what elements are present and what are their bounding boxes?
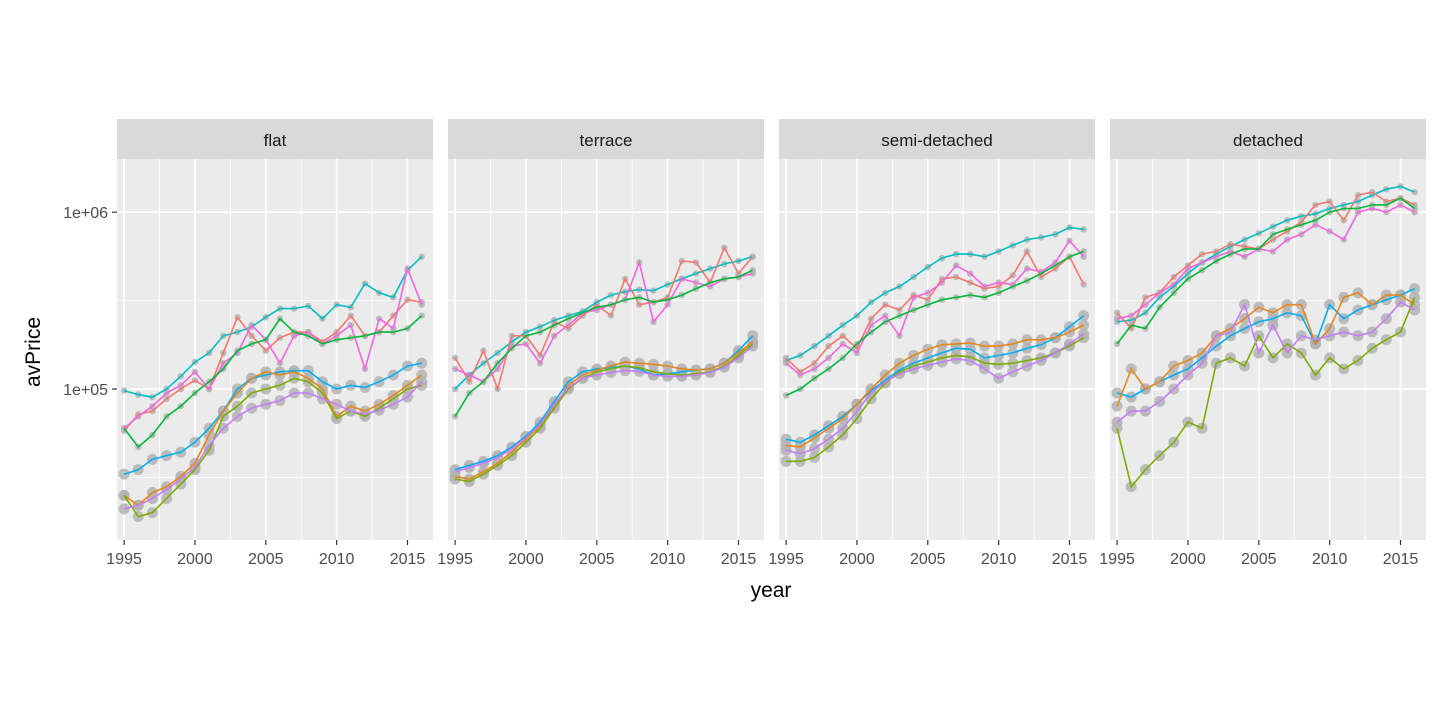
y-tick-label: 1e+06 [63, 205, 108, 222]
data-point-marker [118, 503, 130, 515]
facet-strip [117, 119, 433, 159]
series-line-2 [454, 245, 754, 392]
facet-strip-label: flat [264, 131, 287, 150]
data-point-marker [1080, 281, 1087, 288]
x-tick-label: 2005 [1241, 551, 1277, 568]
data-point-marker [1111, 387, 1123, 399]
x-tick-label: 1995 [106, 551, 142, 568]
series-line-3 [1116, 204, 1416, 320]
facet-strip-label: semi-detached [881, 131, 993, 150]
facet-strip [779, 119, 1095, 159]
series-line-6 [454, 341, 754, 480]
series-line-4 [454, 269, 754, 417]
series-line-4 [785, 250, 1084, 397]
series-line-1 [123, 256, 423, 398]
series-line-3 [785, 239, 1085, 376]
panel-background [448, 159, 764, 540]
data-point-marker [782, 392, 790, 399]
series-lines [454, 245, 754, 483]
x-tick-label: 2005 [579, 551, 615, 568]
panel-gridlines [1110, 159, 1426, 540]
series-line-2 [1116, 191, 1416, 330]
facet-panel-semi-detached: semi-detached 1995 2000 2005 2010 2015 [768, 119, 1095, 568]
y-tick-label: 1e+05 [63, 382, 108, 399]
x-tick-label: 2015 [1383, 551, 1419, 568]
x-axis-detached: 1995 2000 2005 2010 2015 [1099, 540, 1418, 568]
facet-strip-label: detached [1233, 131, 1303, 150]
series-lines [1116, 185, 1416, 489]
facet-strip [1110, 119, 1426, 159]
series-line-2 [785, 249, 1085, 373]
series-lines [123, 256, 423, 518]
y-axis: 1e+05 1e+06 [63, 205, 117, 399]
data-point-marker [118, 489, 130, 501]
x-tick-label: 2010 [1312, 551, 1348, 568]
data-point-marker [118, 468, 130, 480]
x-axis-terrace: 1995 2000 2005 2010 2015 [437, 540, 756, 568]
x-tick-label: 2010 [319, 551, 355, 568]
data-point-marker [780, 444, 792, 456]
series-line-4 [123, 315, 423, 449]
series-line-8 [454, 345, 754, 473]
series-line-1 [785, 226, 1084, 362]
facet-panel-terrace: terrace 1995 2000 2005 2010 2015 [437, 119, 764, 568]
series-line-6 [123, 371, 423, 507]
x-tick-label: 2000 [1170, 551, 1206, 568]
series-line-7 [454, 343, 754, 483]
data-point-marker [1409, 291, 1421, 303]
y-axis-title: avPrice [22, 317, 45, 387]
facet-strip-label: terrace [580, 131, 633, 150]
x-tick-label: 1995 [437, 551, 473, 568]
x-tick-label: 1995 [1099, 551, 1135, 568]
series-line-7 [786, 337, 1085, 463]
series-line-3 [123, 265, 423, 429]
x-tick-label: 2005 [248, 551, 284, 568]
x-tick-label: 2015 [390, 551, 426, 568]
series-line-8 [123, 381, 423, 510]
x-tick-label: 2000 [839, 551, 875, 568]
series-line-5 [785, 315, 1085, 444]
series-line-8 [1116, 301, 1416, 423]
data-point-marker [1113, 315, 1121, 322]
x-tick-label: 1995 [768, 551, 804, 568]
x-axis-semi-detached: 1995 2000 2005 2010 2015 [768, 540, 1087, 568]
series-line-8 [785, 333, 1085, 455]
x-axis-title: year [751, 579, 792, 602]
facet-strip [448, 119, 764, 159]
x-tick-label: 2000 [508, 551, 544, 568]
data-point-marker [451, 365, 459, 373]
series-line-7 [1116, 297, 1416, 489]
series-line-1 [454, 255, 753, 390]
series-line-6 [1116, 291, 1416, 407]
data-point-marker [780, 455, 792, 467]
series-line-1 [1117, 185, 1415, 323]
series-line-6 [786, 324, 1085, 448]
x-tick-label: 2015 [721, 551, 757, 568]
series-line-4 [1116, 197, 1416, 345]
x-tick-label: 2005 [910, 551, 946, 568]
facet-panels: flat 1995 2000 2005 2010 2015 terrace 1995 2000 2… [106, 119, 1426, 568]
x-tick-label: 2015 [1052, 551, 1088, 568]
x-tick-label: 2010 [981, 551, 1017, 568]
x-tick-label: 2010 [650, 551, 686, 568]
series-line-5 [1116, 287, 1416, 398]
x-axis-flat: 1995 2000 2005 2010 2015 [106, 540, 425, 568]
series-lines [785, 226, 1085, 463]
facet-panel-flat: flat 1995 2000 2005 2010 2015 [106, 119, 433, 568]
series-line-3 [454, 259, 753, 383]
x-tick-label: 2000 [177, 551, 213, 568]
data-point-marker [120, 387, 128, 394]
facet-panel-detached: detached 1995 2000 2005 2010 2015 [1099, 119, 1426, 568]
panel-background [117, 159, 433, 540]
